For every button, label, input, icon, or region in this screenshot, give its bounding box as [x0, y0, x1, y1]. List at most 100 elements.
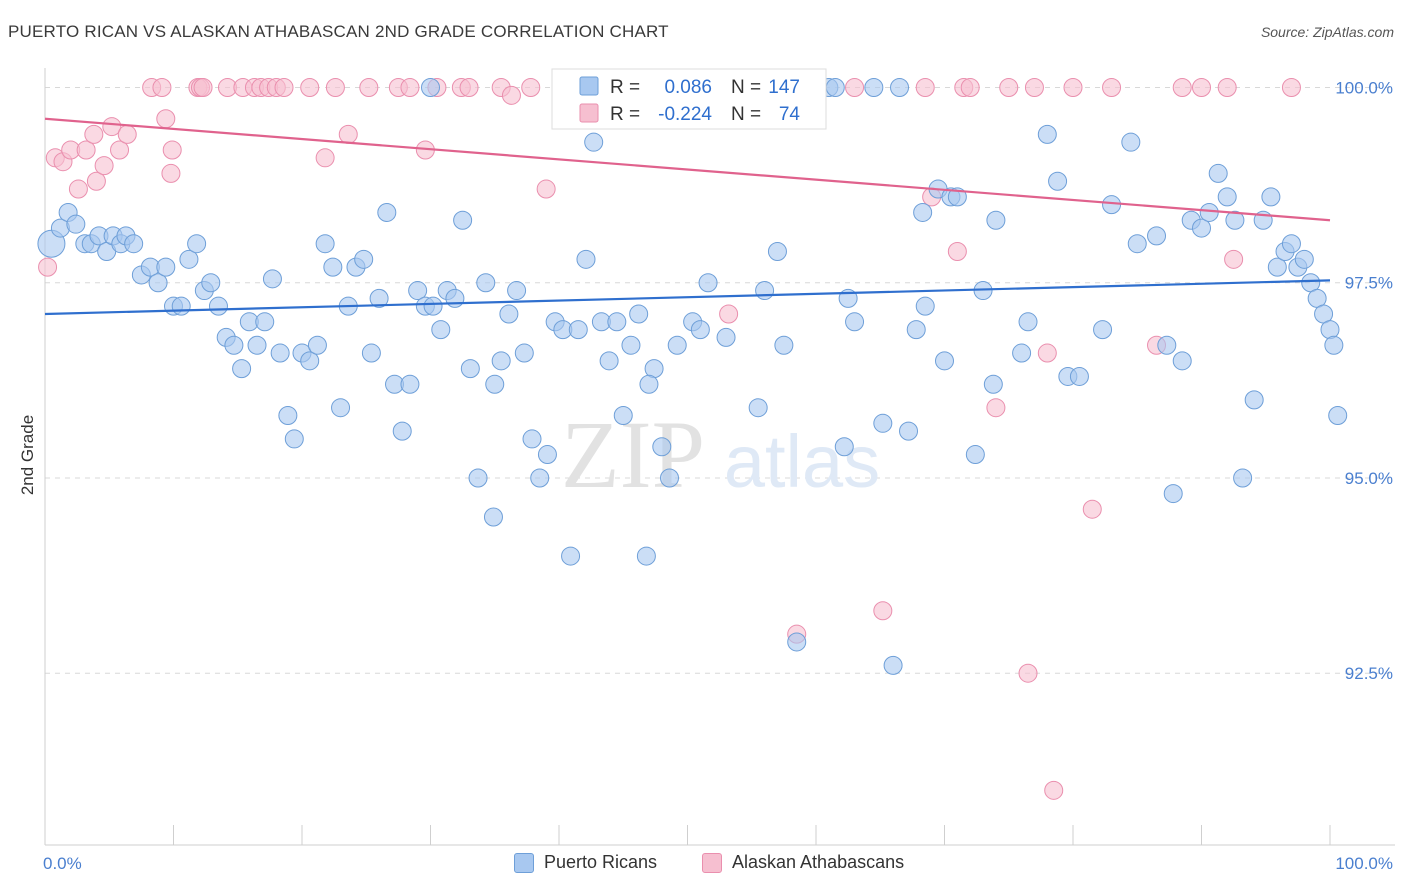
- alaskan-athabascan-point: [501, 85, 521, 105]
- puerto-rican-point: [1069, 366, 1089, 386]
- puerto-rican-point: [187, 234, 207, 254]
- alaskan-athabascan-point: [1018, 663, 1038, 683]
- alaskan-athabascan-point: [1281, 78, 1301, 98]
- puerto-rican-point: [1217, 187, 1237, 207]
- alaskan-athabascan-point: [161, 163, 181, 183]
- legend-item-puerto-ricans[interactable]: Puerto Ricans: [514, 852, 657, 873]
- puerto-rican-point: [899, 421, 919, 441]
- alaskan-athabascan-point: [400, 78, 420, 98]
- alaskan-athabascan-point: [359, 78, 379, 98]
- puerto-rican-point: [1328, 406, 1348, 426]
- puerto-rican-point: [1018, 312, 1038, 332]
- puerto-rican-point: [767, 242, 787, 262]
- puerto-rican-point: [607, 312, 627, 332]
- alaskan-athabascan-point: [536, 179, 556, 199]
- puerto-rican-point: [331, 398, 351, 418]
- puerto-rican-point: [983, 374, 1003, 394]
- puerto-rican-point: [825, 78, 845, 98]
- puerto-rican-point: [629, 304, 649, 324]
- puerto-rican-point: [1324, 335, 1344, 355]
- y-tick-label: 100.0%: [1335, 79, 1393, 98]
- y-tick-label: 95.0%: [1345, 469, 1393, 488]
- watermark-zip: ZIP: [561, 401, 705, 508]
- puerto-rican-point: [408, 281, 428, 301]
- series-legend: Puerto Ricans Alaskan Athabascans: [0, 852, 1406, 876]
- puerto-rican-point: [864, 78, 884, 98]
- puerto-rican-point: [652, 437, 672, 457]
- puerto-rican-point: [468, 468, 488, 488]
- alaskan-athabascan-point: [193, 78, 213, 98]
- alaskan-athabascan-point: [162, 140, 182, 160]
- source-label: Source: ZipAtlas.com: [1260, 24, 1394, 40]
- x-tick-label: 0.0%: [43, 854, 82, 873]
- alaskan-athabascan-point: [152, 78, 172, 98]
- puerto-rican-point: [748, 398, 768, 418]
- alaskan-athabascan-point: [1172, 78, 1192, 98]
- puerto-rican-point: [834, 437, 854, 457]
- legend-r-value-blue: 0.086: [664, 77, 712, 98]
- alaskan-athabascan-point: [960, 78, 980, 98]
- legend-n-label-pink: N =: [731, 104, 761, 125]
- alaskan-athabascan-point: [1192, 78, 1211, 98]
- puerto-rican-point: [255, 312, 275, 332]
- puerto-rican-point: [66, 214, 86, 234]
- puerto-rican-point: [262, 269, 282, 289]
- trend-lines: [44, 117, 1331, 316]
- alaskan-athabascan-point: [274, 78, 294, 98]
- puerto-rican-point: [774, 335, 794, 355]
- puerto-rican-point: [369, 288, 389, 308]
- alaskan-athabascan-point: [76, 140, 96, 160]
- legend-r-value-pink: -0.224: [658, 104, 712, 125]
- alaskan-athabascan-point: [68, 179, 88, 199]
- watermark-atlas: atlas: [724, 420, 880, 503]
- alaskan-athabascan-point: [38, 257, 58, 277]
- alaskan-athabascan-point: [1063, 78, 1083, 98]
- series-alaskan-athabascans: [38, 78, 1301, 800]
- puerto-rican-point: [915, 296, 935, 316]
- puerto-rican-point: [354, 249, 374, 269]
- puerto-rican-point: [485, 374, 505, 394]
- puerto-rican-point: [1172, 351, 1192, 371]
- puerto-rican-point: [400, 374, 420, 394]
- legend-swatch-puerto-ricans: [514, 852, 534, 873]
- legend-swatch-alaskan-athabascans: [702, 852, 722, 873]
- legend-item-alaskan-athabascans[interactable]: Alaskan Athabascans: [702, 852, 904, 873]
- puerto-rican-point: [584, 132, 604, 152]
- puerto-rican-point: [201, 273, 221, 293]
- alaskan-athabascan-point: [521, 78, 541, 98]
- puerto-rican-point: [530, 468, 550, 488]
- puerto-rican-point: [1093, 320, 1113, 340]
- puerto-rican-point: [476, 273, 496, 293]
- puerto-rican-point: [270, 343, 290, 363]
- puerto-rican-point: [445, 288, 465, 308]
- puerto-rican-point: [1121, 132, 1141, 152]
- puerto-rican-point: [906, 320, 926, 340]
- puerto-rican-point: [377, 202, 397, 222]
- puerto-rican-point: [636, 546, 656, 566]
- puerto-rican-point: [873, 413, 893, 433]
- puerto-rican-point: [300, 351, 320, 371]
- puerto-rican-point: [667, 335, 687, 355]
- puerto-rican-point: [483, 507, 503, 527]
- chart-title: PUERTO RICAN VS ALASKAN ATHABASCAN 2ND G…: [8, 22, 669, 41]
- puerto-rican-point: [421, 78, 440, 98]
- axes: [44, 68, 1395, 846]
- puerto-rican-point: [890, 78, 910, 98]
- puerto-rican-point: [787, 632, 807, 652]
- puerto-rican-point: [1012, 343, 1032, 363]
- x-tick-label: 100.0%: [1335, 854, 1393, 873]
- puerto-rican-point: [1157, 335, 1177, 355]
- puerto-rican-point: [124, 234, 144, 254]
- stats-legend: R = 0.086 N = 147 R = -0.224 N = 74: [551, 68, 827, 130]
- puerto-rican-point: [1037, 124, 1057, 144]
- legend-swatch-blue: [579, 76, 599, 96]
- puerto-rican-point: [613, 406, 633, 426]
- alaskan-athabascan-point: [117, 124, 137, 144]
- puerto-rican-point: [323, 257, 343, 277]
- puerto-rican-point: [514, 343, 534, 363]
- puerto-rican-point: [1199, 202, 1219, 222]
- puerto-rican-point: [284, 429, 304, 449]
- alaskan-athabascan-point: [156, 109, 176, 129]
- puerto-rican-point: [660, 468, 680, 488]
